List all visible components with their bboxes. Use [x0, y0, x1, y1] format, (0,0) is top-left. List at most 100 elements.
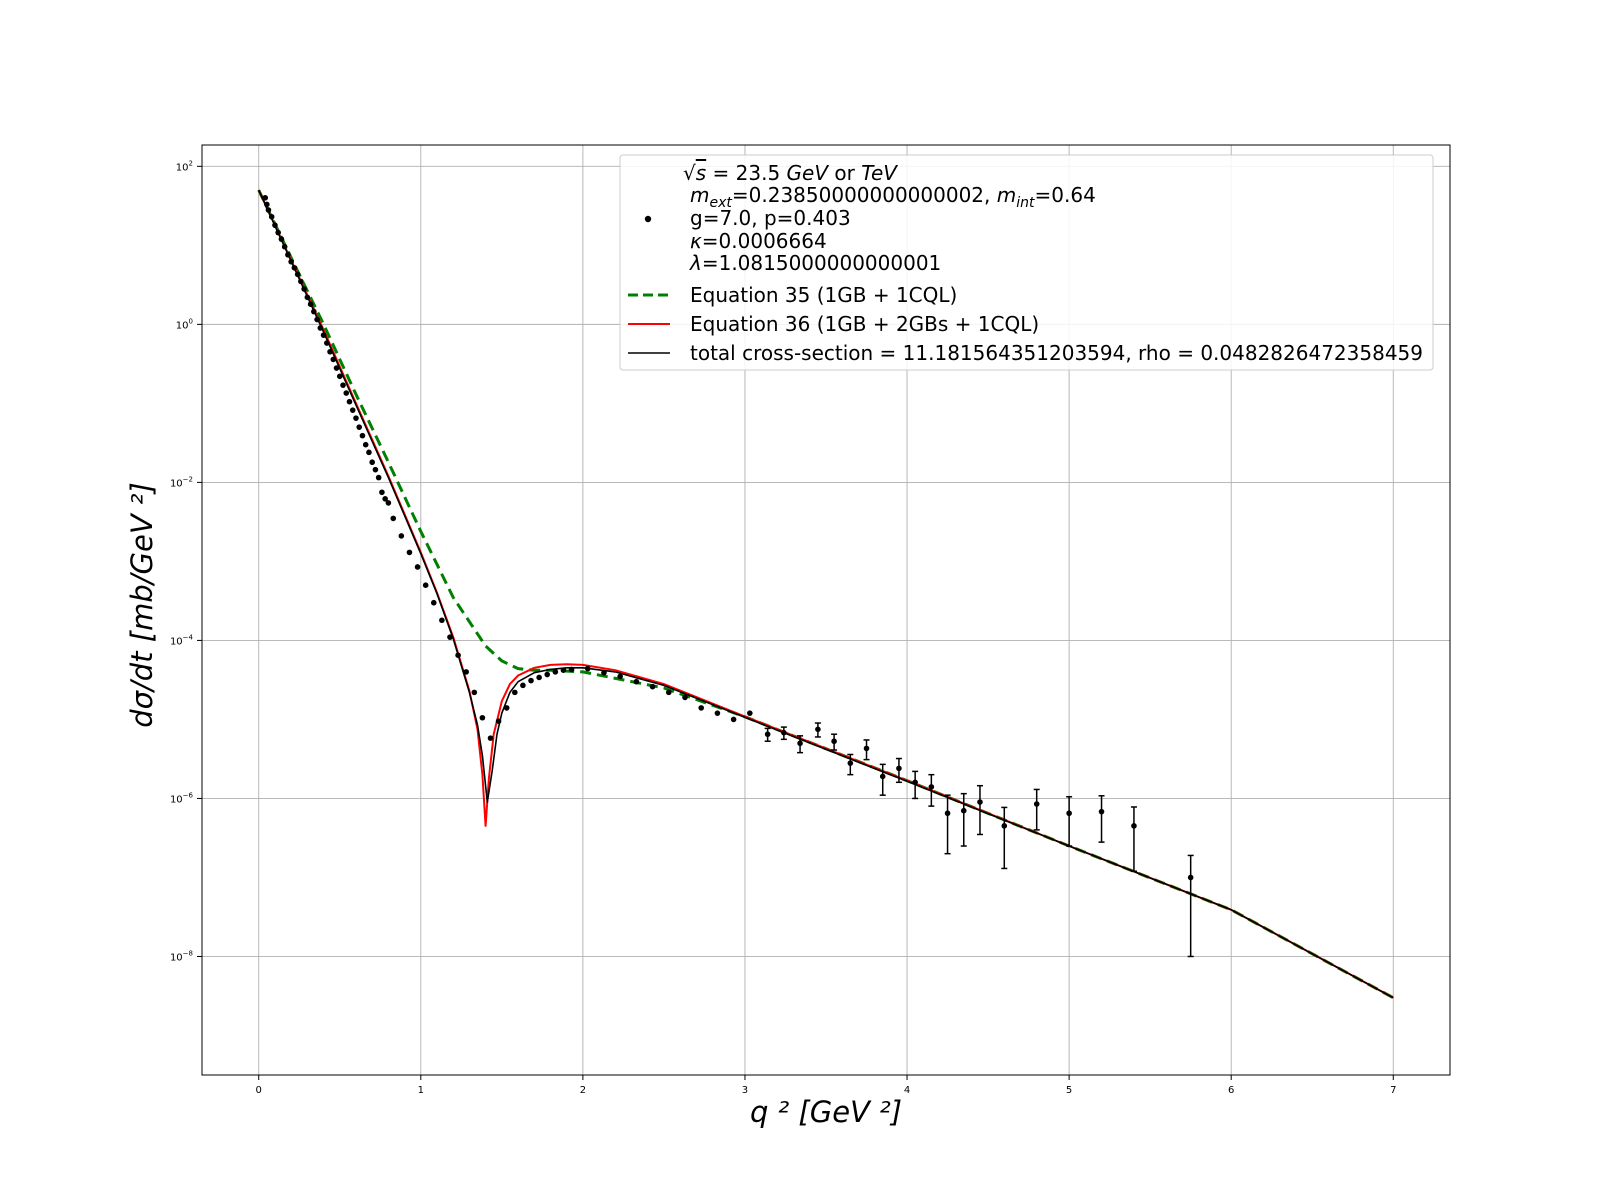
data-point [349, 407, 356, 413]
legend-data-line-2: mext=0.23850000000000002, mint=0.64 [690, 183, 1096, 211]
legend-data-line-3: g=7.0, p=0.403 [690, 206, 851, 230]
data-point [385, 500, 392, 506]
x-tick-label: 7 [1390, 1085, 1396, 1096]
y-tick-label: 10−6 [170, 791, 194, 805]
data-point [414, 564, 421, 570]
legend-total-label: total cross-section = 11.181564351203594… [690, 341, 1423, 365]
data-point [359, 432, 366, 439]
data-point [944, 810, 951, 817]
data-point [369, 459, 375, 466]
data-point [291, 264, 298, 271]
data-point [294, 271, 301, 278]
data-point [495, 718, 502, 724]
data-point [430, 599, 437, 606]
legend: √s = 23.5 GeV or TeV mext=0.238500000000… [619, 154, 1434, 371]
data-point [831, 738, 837, 745]
data-point [714, 710, 721, 716]
data-point [560, 667, 567, 673]
data-point [471, 689, 478, 696]
data-point [1033, 801, 1040, 807]
data-point [406, 549, 413, 556]
data-point [455, 652, 461, 659]
data-point [863, 745, 870, 752]
x-tick-label: 6 [1228, 1085, 1234, 1096]
data-point [928, 784, 935, 790]
data-point [1066, 810, 1072, 817]
legend-data-line-5: λ=1.0815000000000001 [689, 251, 941, 275]
data-point [665, 689, 672, 696]
data-point [422, 582, 429, 588]
data-point [447, 634, 453, 640]
legend-data-line-1: √s = 23.5 GeV or TeV [683, 161, 898, 185]
data-point [288, 258, 294, 265]
y-tick-label: 10−8 [170, 949, 193, 963]
data-point [264, 201, 270, 208]
data-point [747, 710, 753, 716]
data-point [682, 694, 688, 701]
data-point [977, 799, 983, 805]
data-point [764, 731, 771, 738]
data-point [520, 682, 526, 689]
data-point [439, 617, 445, 624]
data-point [1187, 874, 1194, 881]
data-point [275, 229, 281, 236]
data-point [333, 365, 340, 371]
legend-data-marker [644, 215, 652, 223]
data-point [375, 474, 382, 481]
data-point [278, 236, 285, 242]
x-tick-label: 4 [904, 1085, 910, 1096]
y-tick-label: 10−2 [170, 475, 193, 489]
data-point [382, 495, 388, 502]
x-tick-label: 2 [580, 1085, 586, 1096]
data-point [311, 308, 317, 315]
data-point [487, 735, 494, 741]
legend-equation-36-label: Equation 36 (1GB + 2GBs + 1CQL) [690, 312, 1039, 336]
data-point [512, 689, 518, 696]
data-point [298, 278, 304, 285]
y-tick-label: 100 [176, 317, 193, 331]
data-point [781, 729, 787, 736]
data-point [304, 294, 311, 301]
legend-equation-35-label: Equation 35 (1GB + 1CQL) [690, 283, 957, 307]
data-point [356, 424, 363, 430]
data-point [1098, 808, 1105, 815]
data-point [528, 677, 534, 684]
data-point [285, 251, 291, 258]
data-point [336, 373, 343, 380]
data-point [320, 332, 327, 338]
data-point [815, 726, 821, 733]
data-point [317, 325, 324, 331]
data-point [272, 222, 278, 228]
legend-data-line-4: κ=0.0006664 [690, 229, 827, 253]
y-tick-label: 102 [176, 159, 193, 173]
data-point [324, 340, 330, 346]
x-tick-label: 3 [742, 1085, 748, 1096]
y-axis-title: dσ/dt [mb/GeV ²] [125, 482, 159, 728]
y-tick-label: 10−4 [170, 633, 194, 647]
data-point [544, 671, 551, 678]
data-point [398, 533, 405, 539]
data-point [379, 489, 385, 496]
data-point [314, 316, 320, 323]
data-point [617, 673, 623, 680]
data-point [265, 207, 272, 213]
data-point [879, 773, 886, 780]
axis-ticks: 0 1 2 3 4 5 6 7 102 100 10−2 10−4 10−6 10−8 [170, 159, 1397, 1096]
data-point [372, 466, 379, 473]
data-point [1131, 823, 1137, 829]
data-point [463, 669, 469, 675]
data-point [268, 213, 275, 220]
plot-frame [201, 144, 1451, 1076]
data-point [552, 669, 559, 675]
data-point [797, 740, 803, 747]
x-axis-title: q ² [GeV ²] [750, 1095, 902, 1129]
data-point [479, 714, 486, 721]
data-point [307, 301, 314, 307]
data-point [340, 382, 346, 388]
data-point [601, 669, 607, 676]
data-point [362, 441, 369, 448]
data-point [330, 356, 337, 363]
x-tick-label: 5 [1066, 1085, 1072, 1096]
data-point [568, 666, 575, 673]
